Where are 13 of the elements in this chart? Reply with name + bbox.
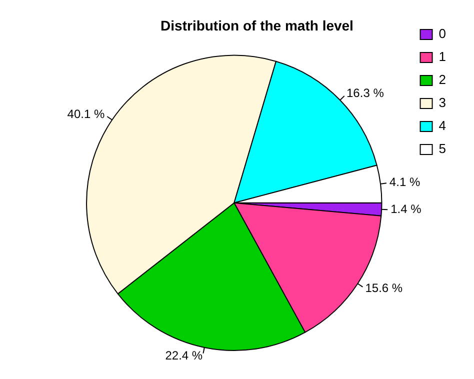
legend-label: 5	[438, 141, 446, 156]
data-label: 4.1 %	[389, 175, 420, 190]
legend-label: 0	[438, 26, 446, 42]
legend-label: 3	[438, 95, 446, 110]
legend-label: 4	[438, 118, 446, 134]
data-label: 22.4 %	[165, 348, 203, 363]
data-label: 16.3 %	[346, 86, 384, 100]
data-label: 40.1 %	[67, 107, 105, 122]
legend-label: 1	[438, 49, 446, 64]
data-label: 1.4 %	[390, 202, 422, 216]
legend-label: 2	[438, 72, 446, 88]
data-label: 15.6 %	[365, 280, 403, 295]
chart-title: Distribution of the math level	[160, 17, 354, 34]
